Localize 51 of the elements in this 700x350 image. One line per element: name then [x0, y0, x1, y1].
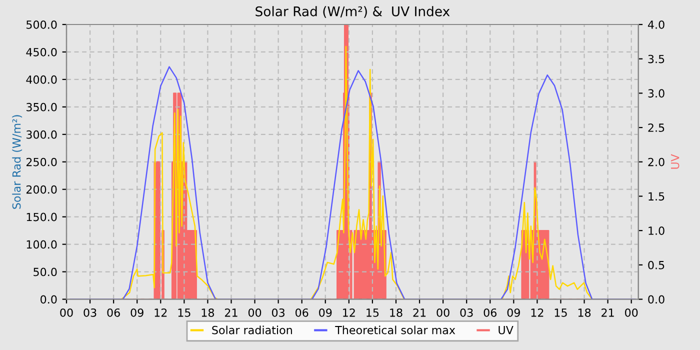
legend-label: UV	[498, 326, 514, 334]
x-tick-label: 06	[484, 308, 496, 317]
x-tick-label: 09	[130, 308, 144, 317]
y-tick-label: 450.0	[26, 48, 57, 56]
y-tick-label: 100.0	[26, 240, 57, 249]
x-tick-label: 12	[343, 308, 355, 317]
x-tick-label: 03	[84, 308, 96, 317]
x-tick-label: 15	[366, 308, 379, 317]
x-tick-label: 03	[272, 308, 284, 317]
y-tick-label: 500.0	[26, 20, 57, 29]
y-tick-label: 300.0	[26, 130, 57, 139]
x-tick-label: 15	[178, 308, 190, 317]
y2-tick-label: 1.5	[648, 192, 664, 201]
y-tick-label: 200.0	[26, 185, 57, 194]
y2-tick-label: 2.0	[648, 158, 664, 166]
x-tick-label: 18	[202, 308, 214, 317]
x-tick-label: 06	[107, 308, 120, 317]
x-tick-label: 00	[60, 308, 73, 317]
y-tick-label: 150.0	[26, 212, 57, 222]
x-tick-label: 09	[507, 308, 520, 317]
y-tick-label: 0.0	[40, 295, 57, 304]
y2-tick-label: 1.0	[648, 226, 664, 235]
x-tick-label: 03	[460, 308, 473, 317]
x-tick-label: 21	[224, 308, 238, 317]
y-tick-label: 250.0	[26, 158, 57, 166]
x-tick-label: 09	[319, 308, 332, 317]
y2-tick-label: 3.0	[648, 89, 664, 98]
y-tick-label: 50.0	[34, 268, 57, 276]
x-tick-label: 12	[531, 308, 544, 317]
legend-label: Theoretical solar max	[335, 326, 456, 334]
y-tick-label: 400.0	[26, 75, 57, 84]
x-tick-label: 18	[578, 308, 591, 317]
x-tick-label: 06	[296, 308, 308, 317]
x-tick-label: 21	[602, 308, 614, 317]
y-axis-title: Solar Rad (W/m²)	[12, 115, 22, 209]
chart-title: Solar Rad (W/m²) & UV Index	[256, 6, 450, 18]
y2-tick-label: 0.5	[648, 260, 664, 270]
x-tick-label: 00	[436, 308, 450, 317]
y2-tick-label: 4.0	[648, 20, 664, 29]
x-tick-label: 12	[154, 308, 167, 317]
y-tick-label: 350.0	[26, 102, 57, 112]
y2-tick-label: 0.0	[648, 295, 664, 304]
y2-tick-label: 3.5	[648, 54, 664, 64]
x-tick-label: 21	[413, 308, 426, 317]
legend-label: Solar radiation	[212, 326, 292, 334]
x-tick-label: 00	[625, 308, 638, 317]
x-tick-label: 15	[554, 308, 567, 317]
y2-tick-label: 2.5	[648, 124, 664, 132]
y2-axis-title: UV	[670, 154, 680, 169]
x-tick-label: 18	[390, 308, 402, 317]
x-tick-label: 00	[248, 308, 262, 317]
